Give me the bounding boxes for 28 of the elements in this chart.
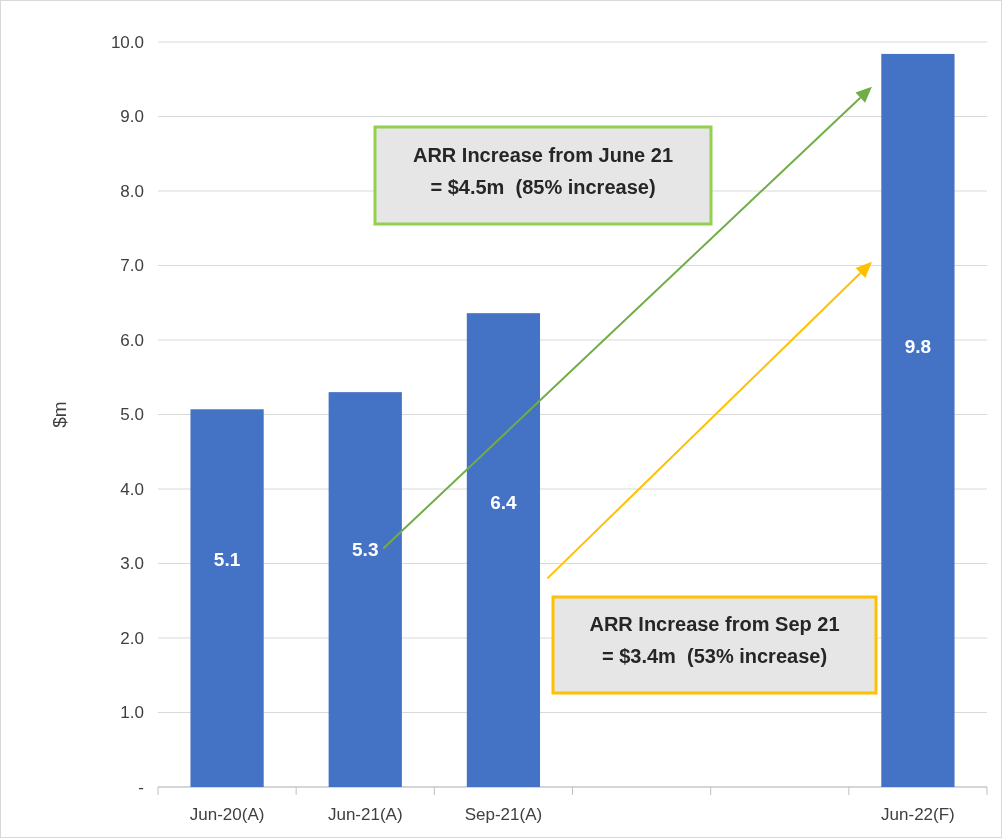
data-label: 5.3 [352,539,379,561]
y-tick-label: 6.0 [120,330,144,350]
bar [328,392,402,787]
data-label: 5.1 [213,549,241,571]
y-tick-label: 3.0 [120,554,144,574]
y-tick-label: 5.0 [120,405,144,425]
x-tick-label: Jun-20(A) [189,805,265,824]
y-tick-label: 10.0 [110,32,144,52]
x-tick-label: Jun-21(A) [327,805,403,824]
y-tick-label: 4.0 [120,479,144,499]
y-axis-title: $m [49,401,70,428]
y-tick-label: 8.0 [120,181,144,201]
x-tick-label: Jun-22(F) [881,805,955,824]
y-tick-label: 9.0 [120,107,144,127]
annotation: ARR Increase from Sep 21 = $3.4m (53% increase) [589,613,840,667]
data-label: 9.8 [904,336,932,358]
x-tick-label: Sep-21(A) [464,805,543,824]
y-tick-label: 2.0 [120,628,144,648]
y-tick-label: 1.0 [120,703,144,723]
note-box: ARR Increase from June 21 = $4.5m (85% increase) [373,125,713,226]
y-tick-label: - [138,777,144,797]
bar [190,409,264,787]
annotation: ARR Increase from June 21 = $4.5m (85% increase) [412,143,674,198]
bar [466,313,541,787]
y-tick-label: 7.0 [120,256,144,276]
data-label: 6.4 [490,491,518,513]
note-box: ARR Increase from Sep 21 = $3.4m (53% increase) [551,595,878,695]
bar [881,53,955,787]
